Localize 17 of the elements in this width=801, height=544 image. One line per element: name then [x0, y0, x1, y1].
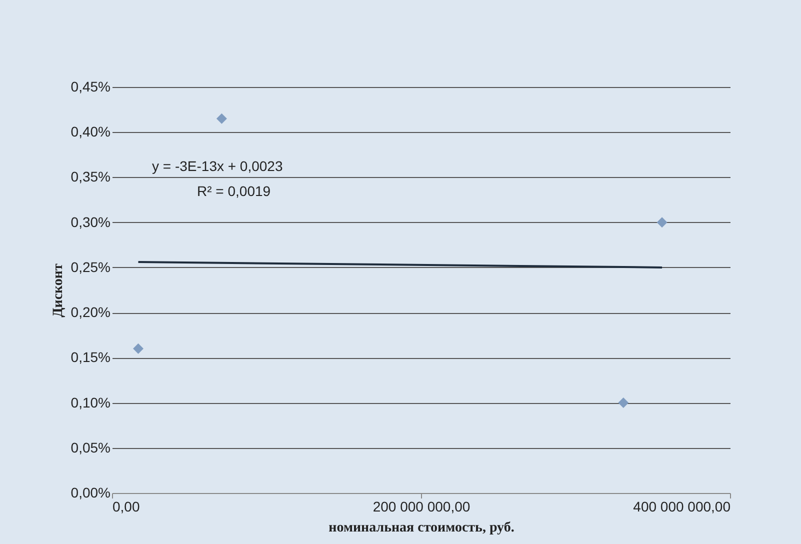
y-tick-label: 0,05%	[70, 439, 110, 456]
annotation: y = -3E-13x + 0,0023	[152, 158, 283, 174]
y-tick-label: 0,10%	[70, 394, 110, 410]
y-tick-label: 0,40%	[70, 124, 110, 140]
y-tick-label: 0,20%	[70, 304, 110, 320]
y-tick-label: 0,45%	[70, 78, 110, 94]
x-axis-title: номинальная стоимость, руб.	[328, 520, 514, 536]
x-tick-label: 200 000 000,00	[372, 498, 470, 514]
y-tick-label: 0,35%	[70, 168, 110, 185]
y-tick-label: 0,00%	[70, 484, 110, 500]
y-tick-label: 0,15%	[70, 349, 110, 366]
y-tick-label: 0,30%	[70, 214, 110, 230]
annotation: R² = 0,0019	[197, 183, 271, 199]
y-tick-label: 0,25%	[70, 258, 110, 275]
y-axis-title: Дисконт	[50, 264, 66, 318]
x-tick-label: 400 000 000,00	[633, 498, 731, 514]
x-tick-label: 0,00	[112, 498, 140, 514]
